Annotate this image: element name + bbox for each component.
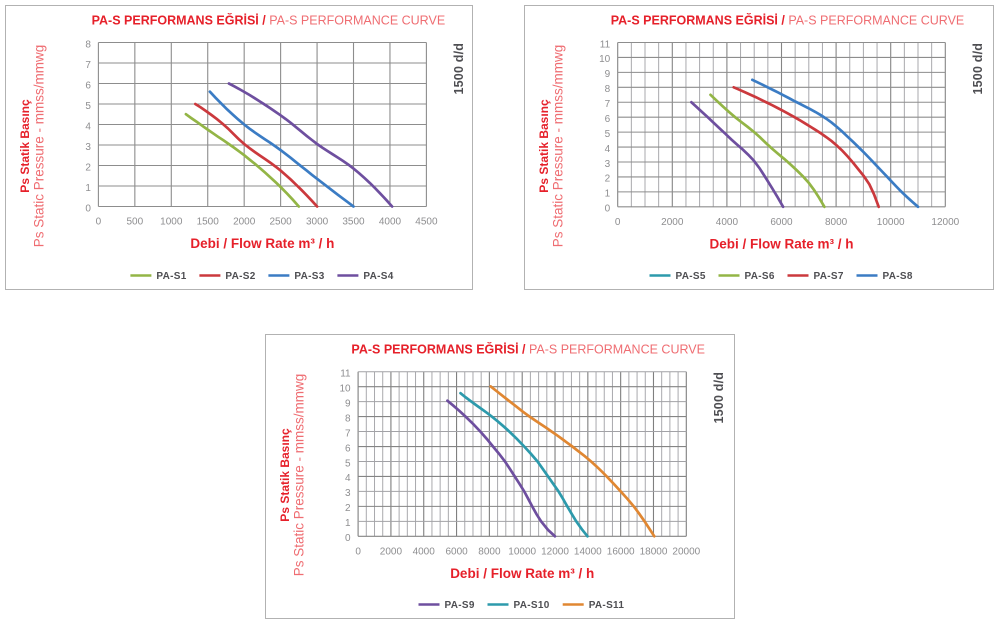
svg-text:3: 3 — [605, 159, 611, 170]
svg-text:0: 0 — [345, 533, 351, 544]
svg-text:500: 500 — [126, 217, 143, 228]
svg-text:3: 3 — [345, 488, 351, 499]
svg-text:12000: 12000 — [541, 546, 569, 557]
svg-text:2000: 2000 — [233, 217, 256, 228]
svg-text:0: 0 — [615, 217, 621, 228]
svg-text:5: 5 — [85, 101, 91, 112]
svg-text:1500 d/d: 1500 d/d — [452, 43, 466, 95]
svg-text:PA-S10: PA-S10 — [514, 600, 550, 611]
svg-text:6000: 6000 — [770, 217, 793, 228]
svg-text:8: 8 — [85, 39, 91, 50]
svg-text:10: 10 — [339, 384, 351, 395]
svg-text:0: 0 — [355, 546, 361, 557]
svg-text:1000: 1000 — [160, 217, 183, 228]
svg-text:PA-S PERFORMANS EĞRİSİ / PA-S: PA-S PERFORMANS EĞRİSİ / PA-S PERFORMANC… — [351, 342, 705, 357]
svg-text:2: 2 — [605, 174, 611, 185]
svg-text:4000: 4000 — [716, 217, 739, 228]
svg-text:0: 0 — [96, 217, 102, 228]
svg-text:Debi / Flow Rate m³ / h: Debi / Flow Rate m³ / h — [709, 236, 853, 251]
svg-text:10: 10 — [599, 54, 611, 65]
svg-text:6: 6 — [345, 443, 351, 454]
svg-text:1500 d/d: 1500 d/d — [971, 43, 985, 95]
svg-text:1: 1 — [605, 189, 611, 200]
svg-text:Ps Static Pressure - mmss/mmwg: Ps Static Pressure - mmss/mmwg — [551, 45, 566, 248]
svg-text:2: 2 — [85, 162, 91, 173]
svg-text:5: 5 — [345, 458, 351, 469]
svg-text:1: 1 — [345, 518, 351, 529]
svg-text:8: 8 — [605, 84, 611, 95]
svg-text:1500 d/d: 1500 d/d — [712, 372, 726, 424]
svg-text:10000: 10000 — [508, 546, 536, 557]
svg-text:Debi / Flow Rate m³ / h: Debi / Flow Rate m³ / h — [190, 236, 334, 251]
svg-text:14000: 14000 — [574, 546, 602, 557]
svg-text:Ps Static Pressure - mmss/mmwg: Ps Static Pressure - mmss/mmwg — [292, 374, 307, 577]
svg-text:11: 11 — [340, 369, 351, 380]
svg-text:3000: 3000 — [306, 217, 329, 228]
svg-text:6000: 6000 — [445, 546, 468, 557]
svg-text:PA-S PERFORMANS EĞRİSİ / PA-S: PA-S PERFORMANS EĞRİSİ / PA-S PERFORMANC… — [611, 13, 965, 28]
svg-text:2: 2 — [345, 503, 351, 514]
svg-text:PA-S4: PA-S4 — [363, 271, 393, 282]
svg-text:6: 6 — [85, 80, 91, 91]
svg-text:5: 5 — [605, 129, 611, 140]
svg-text:6: 6 — [605, 114, 611, 125]
svg-text:2000: 2000 — [661, 217, 684, 228]
svg-text:4: 4 — [345, 473, 351, 484]
svg-text:18000: 18000 — [640, 546, 668, 557]
svg-text:9: 9 — [605, 69, 611, 80]
svg-text:8000: 8000 — [825, 217, 848, 228]
svg-text:8: 8 — [345, 413, 351, 424]
svg-text:2000: 2000 — [380, 546, 403, 557]
svg-text:4500: 4500 — [415, 217, 438, 228]
svg-text:PA-S2: PA-S2 — [225, 271, 255, 282]
svg-text:7: 7 — [605, 99, 611, 110]
svg-text:Ps Statik Basınç: Ps Statik Basınç — [278, 428, 292, 522]
svg-text:10000: 10000 — [877, 217, 905, 228]
svg-text:0: 0 — [605, 204, 611, 215]
svg-text:0: 0 — [85, 203, 91, 214]
svg-text:11: 11 — [600, 39, 611, 50]
svg-text:PA-S11: PA-S11 — [589, 600, 625, 611]
svg-text:12000: 12000 — [931, 217, 959, 228]
svg-text:4000: 4000 — [413, 546, 436, 557]
svg-text:PA-S PERFORMANS EĞRİSİ / PA-S: PA-S PERFORMANS EĞRİSİ / PA-S PERFORMANC… — [92, 13, 446, 28]
svg-text:9: 9 — [345, 398, 351, 409]
svg-text:3500: 3500 — [342, 217, 365, 228]
svg-text:4000: 4000 — [379, 217, 402, 228]
svg-text:1500: 1500 — [197, 217, 220, 228]
svg-text:Debi / Flow Rate m³ / h: Debi / Flow Rate m³ / h — [450, 566, 594, 581]
svg-text:PA-S1: PA-S1 — [156, 271, 186, 282]
svg-text:20000: 20000 — [672, 546, 700, 557]
svg-text:Ps Statik Basınç: Ps Statik Basınç — [18, 99, 32, 193]
svg-text:7: 7 — [345, 428, 351, 439]
svg-text:4: 4 — [85, 121, 91, 132]
svg-text:16000: 16000 — [607, 546, 635, 557]
svg-text:PA-S8: PA-S8 — [883, 271, 913, 282]
svg-text:PA-S6: PA-S6 — [745, 271, 775, 282]
svg-text:PA-S5: PA-S5 — [676, 271, 706, 282]
svg-text:PA-S9: PA-S9 — [445, 600, 475, 611]
svg-text:PA-S3: PA-S3 — [294, 271, 324, 282]
svg-text:Ps Static Pressure - mmss/mmwg: Ps Static Pressure - mmss/mmwg — [32, 45, 47, 248]
svg-text:4: 4 — [605, 144, 611, 155]
svg-text:3: 3 — [85, 142, 91, 153]
svg-text:2500: 2500 — [269, 217, 292, 228]
svg-text:Ps Statik Basınç: Ps Statik Basınç — [537, 99, 551, 193]
svg-text:8000: 8000 — [478, 546, 501, 557]
svg-text:7: 7 — [85, 60, 91, 71]
svg-text:PA-S7: PA-S7 — [814, 271, 844, 282]
svg-text:1: 1 — [85, 183, 91, 194]
